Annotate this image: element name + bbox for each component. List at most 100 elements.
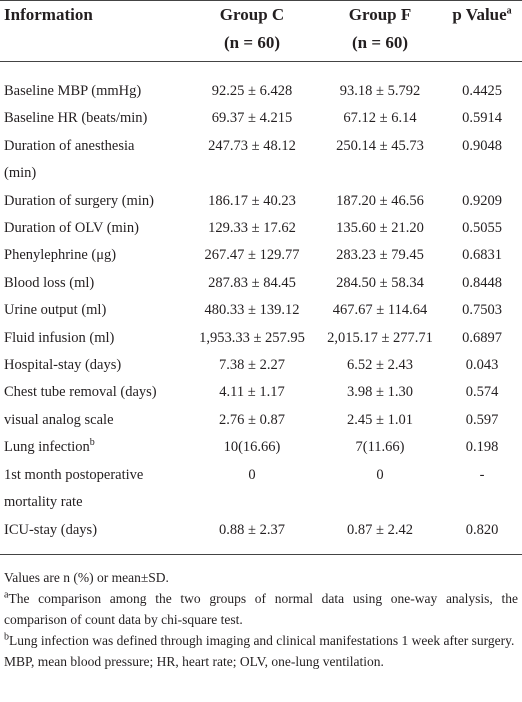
row-label: Phenylephrine (μg) bbox=[0, 242, 186, 269]
header-line: p Valuea bbox=[442, 1, 522, 29]
table-row: Hospital-stay (days) 7.38 ± 2.27 6.52 ± 2.… bbox=[0, 352, 522, 379]
header-line: Information bbox=[4, 1, 186, 29]
row-label: Hospital-stay (days) bbox=[0, 352, 186, 379]
cell-value: 187.20 ± 46.56 bbox=[336, 192, 424, 209]
cell-value: 0.4425 bbox=[462, 83, 502, 99]
label-text: Baseline HR (beats/min) bbox=[4, 110, 148, 127]
table-body: Baseline MBP (mmHg) 92.25 ± 6.428 93.18 ± … bbox=[0, 62, 522, 555]
cell-value: 129.33 ± 17.62 bbox=[208, 220, 296, 237]
label-line: Baseline HR (beats/min) bbox=[4, 105, 186, 132]
label-text: visual analog scale bbox=[4, 411, 114, 428]
cell-value: 10(16.66) bbox=[223, 439, 281, 456]
row-label: Duration of OLV (min) bbox=[0, 215, 186, 242]
row-label: Fluid infusion (ml) bbox=[0, 325, 186, 352]
cell-value: 7(11.66) bbox=[355, 439, 405, 456]
label-text: Duration of OLV (min) bbox=[4, 220, 139, 237]
cell-value: 0.820 bbox=[442, 516, 522, 555]
cell-value: - bbox=[479, 466, 485, 483]
header-cell: p Valuea bbox=[442, 0, 522, 62]
label-text: Lung infection bbox=[4, 439, 90, 456]
note-text: MBP, mean blood pressure; HR, heart rate… bbox=[4, 653, 384, 669]
footnote-marker: a bbox=[506, 5, 512, 17]
label-line: (min) bbox=[4, 160, 186, 187]
table-row: visual analog scale 2.76 ± 0.87 2.45 ± 1.0… bbox=[0, 407, 522, 434]
row-label: Chest tube removal (days) bbox=[0, 379, 186, 406]
table-row: Baseline MBP (mmHg) 92.25 ± 6.428 93.18 ± … bbox=[0, 62, 522, 106]
table-header: Information Group C (n = 60) Group F (n = 60… bbox=[0, 0, 522, 62]
cell-value: 0.5914 bbox=[462, 110, 502, 127]
cell-value: 92.25 ± 6.428 bbox=[211, 83, 293, 99]
header-text: p Value bbox=[452, 5, 507, 24]
label-line: 1st month postoperative bbox=[4, 462, 186, 489]
note-text: The comparison among the two groups of n… bbox=[4, 590, 518, 627]
label-text: Fluid infusion (ml) bbox=[4, 329, 115, 346]
footnote-marker: b bbox=[4, 631, 9, 643]
label-text: Chest tube removal (days) bbox=[4, 384, 157, 401]
label-text: Baseline MBP (mmHg) bbox=[4, 83, 142, 99]
cell-value: 0.043 bbox=[465, 357, 499, 374]
label-line: ICU-stay (days) bbox=[4, 517, 186, 544]
cell-value: 0.7503 bbox=[462, 302, 502, 319]
note: MBP, mean blood pressure; HR, heart rate… bbox=[4, 651, 518, 672]
table-row: Baseline HR (beats/min) 69.37 ± 4.215 67.1… bbox=[0, 105, 522, 132]
header-text: Information bbox=[4, 5, 93, 24]
label-line: Duration of anesthesia bbox=[4, 133, 186, 160]
label-line: Phenylephrine (μg) bbox=[4, 242, 186, 269]
footnote-marker: b bbox=[89, 437, 95, 449]
note: Values are n (%) or mean±SD. bbox=[4, 567, 518, 588]
cell-value: 0.88 ± 2.37 bbox=[186, 516, 318, 555]
label-line: Hospital-stay (days) bbox=[4, 352, 186, 379]
cell-value: 2.76 ± 0.87 bbox=[219, 411, 285, 428]
label-line: Blood loss (ml) bbox=[4, 270, 186, 297]
cell-value: 0.5055 bbox=[462, 220, 502, 237]
header-text: Group C bbox=[219, 5, 285, 24]
cell-value: 0.198 bbox=[465, 439, 499, 456]
label-text: ICU-stay (days) bbox=[4, 521, 98, 538]
label-line: Urine output (ml) bbox=[4, 297, 186, 324]
cell-value: 247.73 ± 48.12 bbox=[208, 137, 296, 154]
table-row: Fluid infusion (ml) 1,953.33 ± 257.95 2,01… bbox=[0, 325, 522, 352]
header-cell: Group C (n = 60) bbox=[186, 0, 318, 62]
label-text: Duration of surgery (min) bbox=[4, 192, 154, 209]
cell-value: 0.87 ± 2.42 bbox=[318, 516, 442, 555]
row-label: Duration of surgery (min) bbox=[0, 188, 186, 215]
cell-value: 0.9048 bbox=[462, 137, 502, 154]
cell-value: 0.574 bbox=[465, 384, 499, 401]
note-text: Lung infection was defined through imagi… bbox=[9, 632, 515, 648]
cell-value: 69.37 ± 4.215 bbox=[211, 110, 293, 127]
label-line: Baseline MBP (mmHg) bbox=[4, 78, 186, 105]
data-table: Information Group C (n = 60) Group F (n = 60… bbox=[0, 0, 522, 555]
table-notes: Values are n (%) or mean±SD. aThe compari… bbox=[0, 555, 522, 672]
cell-value: 67.12 ± 6.14 bbox=[343, 110, 417, 127]
row-label: Blood loss (ml) bbox=[0, 270, 186, 297]
header-line: Group C bbox=[186, 1, 318, 29]
cell-value: 0.9209 bbox=[462, 192, 502, 209]
header-line: (n = 60) bbox=[186, 29, 318, 57]
table-row: Duration of anesthesia (min) 247.73 ± 48.1… bbox=[0, 133, 522, 188]
row-label: Lung infectionb bbox=[0, 434, 186, 461]
cell-value: 2.45 ± 1.01 bbox=[347, 411, 413, 428]
header-text: (n = 60) bbox=[352, 33, 408, 52]
footnote-marker: a bbox=[4, 589, 9, 601]
note: bLung infection was defined through imag… bbox=[4, 630, 518, 651]
cell-value: 267.47 ± 129.77 bbox=[204, 247, 300, 264]
table-row: Chest tube removal (days) 4.11 ± 1.17 3.98… bbox=[0, 379, 522, 406]
row-label: visual analog scale bbox=[0, 407, 186, 434]
cell-value: 3.98 ± 1.30 bbox=[347, 384, 413, 401]
cell-value: 4.11 ± 1.17 bbox=[219, 384, 285, 401]
label-text: 1st month postoperative bbox=[4, 466, 144, 483]
table-row: Duration of OLV (min) 129.33 ± 17.62 135.6… bbox=[0, 215, 522, 242]
cell-value: 7.38 ± 2.27 bbox=[219, 357, 285, 374]
cell-value: 2,015.17 ± 277.71 bbox=[327, 329, 433, 346]
cell-value: 1,953.33 ± 257.95 bbox=[199, 329, 305, 346]
table-row: 1st month postoperative mortality rate 0 0 - bbox=[0, 462, 522, 517]
label-line: mortality rate bbox=[4, 489, 186, 516]
header-cell: Information bbox=[0, 0, 186, 62]
label-text: mortality rate bbox=[4, 494, 83, 511]
header-line: (n = 60) bbox=[318, 29, 442, 57]
cell-value: 0.6897 bbox=[462, 329, 502, 346]
cell-value: 283.23 ± 79.45 bbox=[336, 247, 424, 264]
label-text: Urine output (ml) bbox=[4, 302, 107, 319]
table-row: Duration of surgery (min) 186.17 ± 40.23 1… bbox=[0, 188, 522, 215]
